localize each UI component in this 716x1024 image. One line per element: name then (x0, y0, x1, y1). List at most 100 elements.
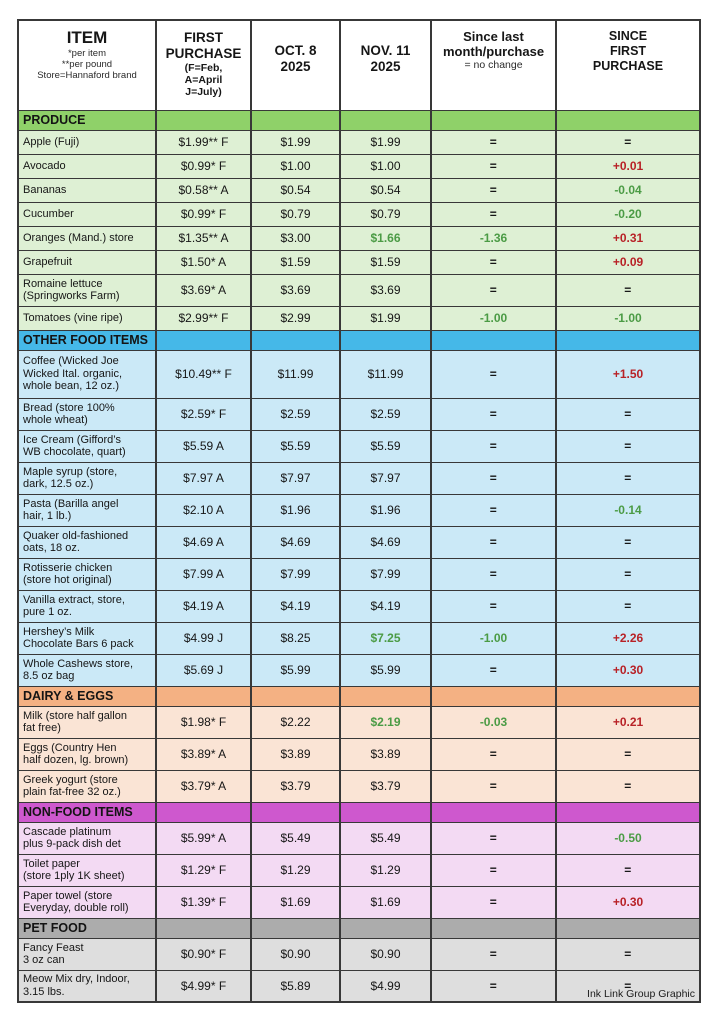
nov-price: $0.54 (339, 177, 432, 203)
item-row: Bread (store 100% whole wheat) $2.59* F $2… (17, 397, 701, 431)
since-last-value: = (430, 493, 557, 527)
since-last-value: -1.00 (430, 621, 557, 655)
item-row: Oranges (Mand.) store $1.35** A $3.00 $1.66… (17, 225, 701, 251)
section-header-cell (155, 917, 252, 939)
nov-price: $1.69 (339, 885, 432, 919)
first-purchase-price: $2.59* F (155, 397, 252, 431)
item-name: Rotisserie chicken (store hot original) (17, 557, 157, 591)
since-first-value: +1.50 (555, 349, 701, 399)
first-purchase-price: $5.99* A (155, 821, 252, 855)
first-purchase-price: $5.69 J (155, 653, 252, 687)
first-purchase-price: $5.59 A (155, 429, 252, 463)
first-purchase-price: $1.99** F (155, 129, 252, 155)
since-first-value: = (555, 769, 701, 803)
oct-price: $3.69 (250, 273, 341, 307)
since-last-value: = (430, 769, 557, 803)
oct-price: $4.69 (250, 525, 341, 559)
item-name: Cucumber (17, 201, 157, 227)
oct-price: $7.97 (250, 461, 341, 495)
section-header-row: OTHER FOOD ITEMS (17, 329, 701, 351)
oct-price: $5.59 (250, 429, 341, 463)
since-last-value: -1.00 (430, 305, 557, 331)
item-name: Hershey’s Milk Chocolate Bars 6 pack (17, 621, 157, 655)
oct-price: $3.79 (250, 769, 341, 803)
section-title: PET FOOD (17, 917, 157, 939)
item-row: Ice Cream (Gifford’s WB chocolate, quart… (17, 429, 701, 463)
nov-price: $5.59 (339, 429, 432, 463)
item-column-header: ITEM *per item **per pound Store=Hannafo… (17, 19, 157, 111)
oct-price: $1.99 (250, 129, 341, 155)
table-body: PRODUCE Apple (Fuji) $1.99** F $1.99 $1.99 = =… (17, 109, 701, 1003)
item-name: Milk (store half gallon fat free) (17, 705, 157, 739)
oct-price: $11.99 (250, 349, 341, 399)
since-first-value: = (555, 429, 701, 463)
nov-price: $7.97 (339, 461, 432, 495)
price-tracking-table: ITEM *per item **per pound Store=Hannafo… (17, 19, 701, 1003)
item-row: Paper towel (store Everyday, double roll… (17, 885, 701, 919)
first-purchase-price: $3.69* A (155, 273, 252, 307)
oct-price: $2.22 (250, 705, 341, 739)
first-purchase-price: $1.50* A (155, 249, 252, 275)
item-row: Pasta (Barilla angel hair, 1 lb.) $2.10 A… (17, 493, 701, 527)
item-row: Toilet paper (store 1ply 1K sheet) $1.29*… (17, 853, 701, 887)
since-first-value: = (555, 397, 701, 431)
section-header-cell (430, 685, 557, 707)
oct-price: $1.29 (250, 853, 341, 887)
section-header-cell (339, 801, 432, 823)
section-header-cell (339, 109, 432, 131)
section-header-cell (430, 329, 557, 351)
item-name: Oranges (Mand.) store (17, 225, 157, 251)
oct-price: $0.54 (250, 177, 341, 203)
item-row: Tomatoes (vine ripe) $2.99** F $2.99 $1.99-… (17, 305, 701, 331)
section-header-cell (155, 109, 252, 131)
since-first-value: +2.26 (555, 621, 701, 655)
nov-price: $1.59 (339, 249, 432, 275)
since-first-column-header: SINCE FIRST PURCHASE (555, 19, 701, 111)
item-name: Meow Mix dry, Indoor, 3.15 lbs. (17, 969, 157, 1003)
item-row: Fancy Feast 3 oz can $0.90* F $0.90 $0.90 = = (17, 937, 701, 971)
first-purchase-price: $1.35** A (155, 225, 252, 251)
since-first-value: +0.30 (555, 653, 701, 687)
oct-column-title: OCT. 8 2025 (274, 43, 317, 74)
section-header-cell (430, 917, 557, 939)
since-first-value: = (555, 589, 701, 623)
nov-price: $1.99 (339, 305, 432, 331)
since-last-value: = (430, 249, 557, 275)
first-purchase-price: $7.97 A (155, 461, 252, 495)
first-purchase-price: $10.49** F (155, 349, 252, 399)
since-last-value: = (430, 885, 557, 919)
since-first-value: +0.31 (555, 225, 701, 251)
section-header-cell (555, 685, 701, 707)
item-row: Whole Cashews store, 8.5 oz bag $5.69 J $5… (17, 653, 701, 687)
since-last-note: = no change (464, 59, 523, 71)
oct-price: $2.99 (250, 305, 341, 331)
item-row: Rotisserie chicken (store hot original) $… (17, 557, 701, 591)
first-purchase-price: $3.79* A (155, 769, 252, 803)
nov-price: $4.19 (339, 589, 432, 623)
nov-price: $7.99 (339, 557, 432, 591)
item-column-notes: *per item **per pound Store=Hannaford br… (37, 48, 137, 81)
item-name: Paper towel (store Everyday, double roll… (17, 885, 157, 919)
since-first-title: SINCE FIRST PURCHASE (592, 29, 664, 73)
nov-column-title: NOV. 11 2025 (360, 43, 411, 74)
nov-price: $3.69 (339, 273, 432, 307)
section-header-cell (555, 109, 701, 131)
since-first-value: +0.01 (555, 153, 701, 179)
nov-price: $1.29 (339, 853, 432, 887)
since-last-value: -1.36 (430, 225, 557, 251)
since-first-value: = (555, 937, 701, 971)
since-last-value: = (430, 525, 557, 559)
first-purchase-price: $0.58** A (155, 177, 252, 203)
item-row: Cascade platinum plus 9-pack dish det $5.… (17, 821, 701, 855)
since-last-value: = (430, 349, 557, 399)
since-first-value: = (555, 525, 701, 559)
nov-price: $2.59 (339, 397, 432, 431)
first-purchase-note: (F=Feb, A=April J=July) (184, 62, 223, 98)
since-first-value: -0.50 (555, 821, 701, 855)
oct-price: $5.99 (250, 653, 341, 687)
section-header-cell (430, 801, 557, 823)
since-last-value: = (430, 273, 557, 307)
item-name: Bananas (17, 177, 157, 203)
section-header-cell (250, 685, 341, 707)
